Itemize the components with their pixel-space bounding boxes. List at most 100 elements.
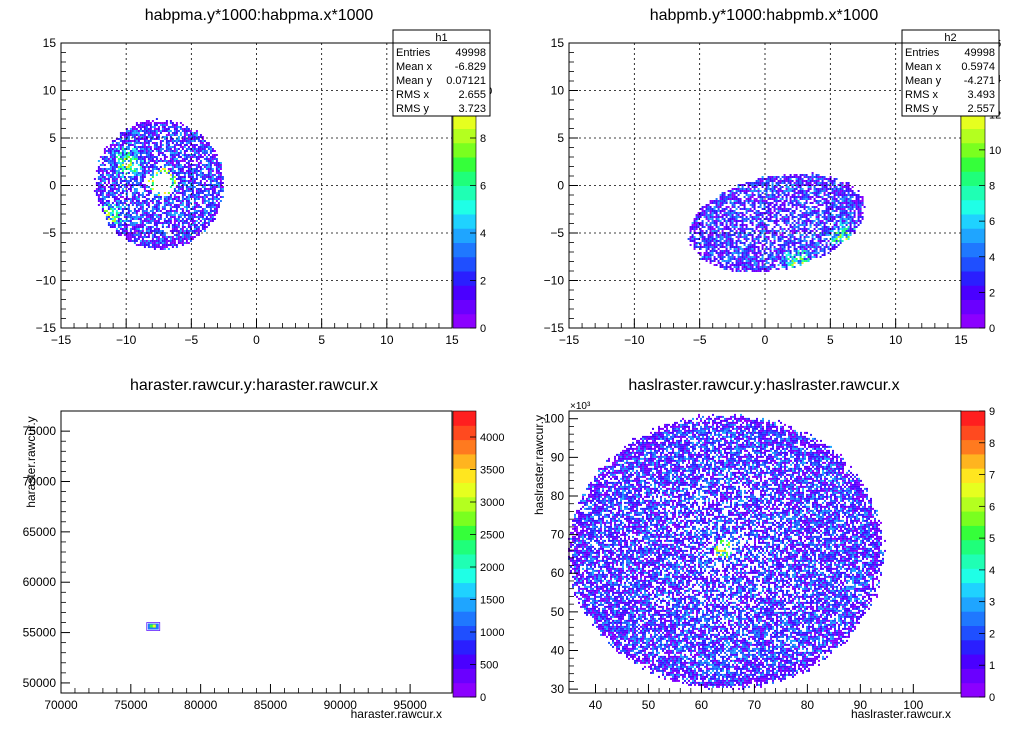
heatmap-cell xyxy=(178,166,180,168)
heatmap-cell xyxy=(176,230,178,232)
heatmap-cell xyxy=(814,220,816,222)
heatmap-cell xyxy=(708,256,710,258)
heatmap-cell xyxy=(790,176,792,178)
heatmap-cell xyxy=(742,268,744,270)
heatmap-cell xyxy=(732,198,734,200)
heatmap-cell xyxy=(826,198,828,200)
heatmap-cell xyxy=(188,170,190,172)
heatmap-cell xyxy=(816,206,818,208)
heatmap-cell xyxy=(122,174,124,176)
heatmap-cell xyxy=(150,132,152,134)
heatmap-cell xyxy=(192,178,194,180)
heatmap-cell xyxy=(172,202,174,204)
heatmap-cell xyxy=(156,172,158,174)
heatmap-cell xyxy=(782,250,784,252)
heatmap-cell xyxy=(174,166,176,168)
heatmap-cell xyxy=(752,194,754,196)
heatmap-cell xyxy=(194,216,196,218)
heatmap-cell xyxy=(212,158,214,160)
heatmap-cell xyxy=(124,214,126,216)
heatmap-cell xyxy=(732,242,734,244)
heatmap-cell xyxy=(744,224,746,226)
heatmap-cell xyxy=(186,140,188,142)
heatmap-cell xyxy=(774,180,776,182)
heatmap-cell xyxy=(822,250,824,252)
heatmap-cell xyxy=(196,160,198,162)
heatmap-cell xyxy=(180,236,182,238)
heatmap-cell xyxy=(170,194,172,196)
heatmap-cell xyxy=(156,148,158,150)
y-tick-label: 55000 xyxy=(23,626,57,640)
heatmap-cell xyxy=(178,206,180,208)
heatmap-cell xyxy=(142,216,144,218)
heatmap-cell xyxy=(146,204,148,206)
heatmap-cell xyxy=(730,248,732,250)
heatmap-cell xyxy=(174,190,176,192)
heatmap-cell xyxy=(862,200,864,202)
heatmap-cell xyxy=(756,238,758,240)
heatmap-cell xyxy=(764,260,766,262)
heatmap-cell xyxy=(156,160,158,162)
heatmap-cell xyxy=(802,216,804,218)
heatmap-cell xyxy=(118,232,120,234)
heatmap-cell xyxy=(114,170,116,172)
heatmap-cell xyxy=(128,184,130,186)
heatmap-cell xyxy=(808,186,810,188)
heatmap-cell xyxy=(134,224,136,226)
heatmap-cell xyxy=(202,218,204,220)
heatmap-cell xyxy=(750,256,752,258)
heatmap-cell xyxy=(752,244,754,246)
heatmap-cell xyxy=(186,166,188,168)
heatmap-cell xyxy=(776,222,778,224)
heatmap-cell xyxy=(756,190,758,192)
heatmap-cell xyxy=(216,178,218,180)
heatmap-cell xyxy=(192,180,194,182)
heatmap-cell xyxy=(782,176,784,178)
heatmap-cell xyxy=(204,224,206,226)
heatmap-cell xyxy=(210,220,212,222)
heatmap-cell xyxy=(144,174,146,176)
heatmap-cell xyxy=(150,192,152,194)
heatmap-cell xyxy=(164,220,166,222)
heatmap-cell xyxy=(728,198,730,200)
heatmap-cell xyxy=(722,214,724,216)
x-tick-label: 70000 xyxy=(44,698,78,712)
heatmap-cell xyxy=(792,240,794,242)
heatmap-cell xyxy=(756,228,758,230)
heatmap-cell xyxy=(808,260,810,262)
heatmap-cell xyxy=(154,162,156,164)
heatmap-cell xyxy=(738,188,740,190)
heatmap-cell xyxy=(136,212,138,214)
heatmap-cell xyxy=(188,180,190,182)
heatmap-cell xyxy=(850,214,852,216)
heatmap-cell xyxy=(110,192,112,194)
heatmap-cell xyxy=(832,184,834,186)
heatmap-cell xyxy=(154,126,156,128)
heatmap-cell xyxy=(742,208,744,210)
heatmap-cell xyxy=(214,150,216,152)
heatmap-cell xyxy=(124,154,126,156)
heatmap-cell xyxy=(856,202,858,204)
heatmap-cell xyxy=(710,226,712,228)
heatmap-cell xyxy=(188,216,190,218)
heatmap-cell xyxy=(754,262,756,264)
heatmap-cell xyxy=(818,244,820,246)
heatmap-cell xyxy=(706,224,708,226)
heatmap-cell xyxy=(712,232,714,234)
heatmap-cell xyxy=(176,132,178,134)
heatmap-cell xyxy=(818,210,820,212)
heatmap-cell xyxy=(204,182,206,184)
heatmap-cell xyxy=(696,242,698,244)
heatmap-cell xyxy=(754,250,756,252)
heatmap-cell xyxy=(818,202,820,204)
heatmap-cell xyxy=(742,188,744,190)
heatmap-cell xyxy=(756,210,758,212)
heatmap-cell xyxy=(708,204,710,206)
heatmap-cell xyxy=(124,152,126,154)
heatmap-cell xyxy=(154,134,156,136)
heatmap-cell xyxy=(204,174,206,176)
heatmap-cell xyxy=(738,236,740,238)
heatmap-cell xyxy=(98,200,100,202)
heatmap-cell xyxy=(130,200,132,202)
heatmap-cell xyxy=(214,156,216,158)
